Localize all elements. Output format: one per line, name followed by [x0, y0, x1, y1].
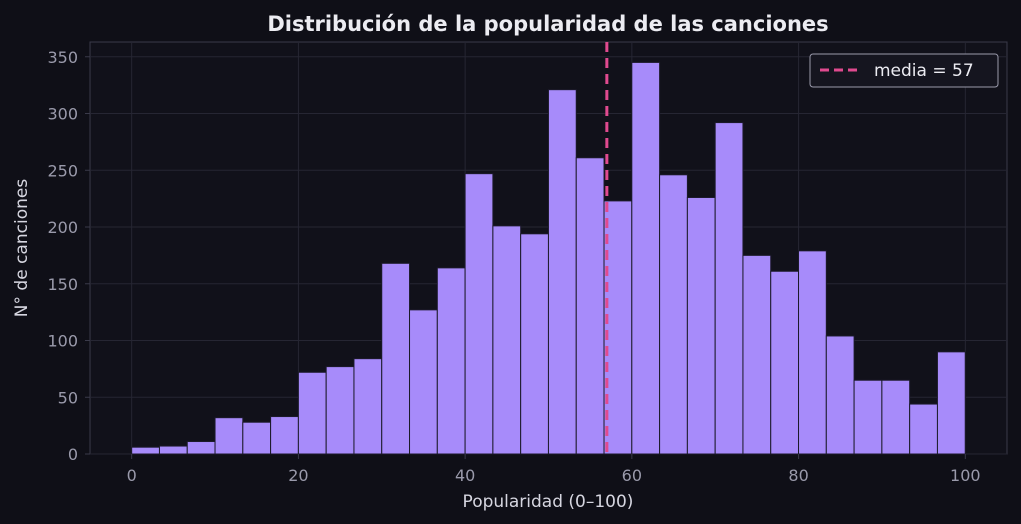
x-tick-label: 0 — [127, 466, 137, 485]
legend-mean-label: media = 57 — [874, 61, 974, 81]
histogram-bar — [909, 403, 938, 455]
x-axis-title: Popularidad (0–100) — [463, 492, 634, 512]
histogram-bar — [686, 196, 716, 455]
x-tick-label: 100 — [950, 466, 981, 485]
x-tick-label: 60 — [622, 466, 642, 485]
histogram-bar — [520, 233, 549, 455]
histogram-bar — [409, 309, 438, 455]
y-tick-label: 300 — [47, 105, 78, 124]
histogram-bar — [270, 416, 299, 455]
y-tick-label: 0 — [68, 445, 78, 464]
histogram-bar — [242, 421, 272, 455]
histogram-bar — [881, 379, 911, 455]
histogram-bar — [492, 225, 522, 455]
y-tick-label: 100 — [47, 332, 78, 351]
x-tick-label: 20 — [288, 466, 308, 485]
histogram-bar — [131, 446, 160, 455]
histogram-bar — [714, 122, 744, 455]
histogram-bar — [631, 61, 661, 455]
histogram-bar — [742, 254, 772, 455]
histogram-bar — [214, 417, 244, 455]
histogram-bar — [353, 358, 383, 455]
y-tick-label: 350 — [47, 48, 78, 67]
histogram-bar — [325, 366, 355, 455]
legend-box — [809, 53, 999, 88]
histogram-bar — [853, 379, 883, 455]
histogram-bar — [659, 174, 688, 455]
y-tick-label: 150 — [47, 275, 78, 294]
x-ticks: 0 20 40 60 80 100 — [127, 454, 981, 485]
y-tick-label: 250 — [47, 161, 78, 180]
histogram-bar — [798, 250, 827, 455]
histogram-bar — [436, 267, 466, 455]
y-tick-label: 50 — [58, 388, 78, 407]
histogram-bar — [381, 262, 411, 455]
legend: media = 57 — [809, 53, 999, 88]
x-tick-label: 80 — [788, 466, 808, 485]
y-ticks: 0 50 100 150 200 250 300 350 — [47, 48, 90, 464]
bars — [131, 61, 966, 455]
histogram-bar — [464, 173, 494, 455]
histogram-bar — [158, 445, 188, 455]
histogram-bar — [936, 351, 966, 455]
histogram-bar — [825, 335, 855, 455]
x-tick-label: 40 — [455, 466, 475, 485]
histogram-bar — [547, 89, 577, 455]
histogram-bar — [770, 270, 800, 455]
y-axis-title: N° de canciones — [12, 179, 32, 318]
y-tick-label: 200 — [47, 218, 78, 237]
histogram-bar — [186, 441, 216, 455]
chart-title: Distribución de la popularidad de las ca… — [267, 12, 828, 36]
histogram-bar — [575, 157, 605, 455]
histogram-bar — [297, 371, 327, 455]
